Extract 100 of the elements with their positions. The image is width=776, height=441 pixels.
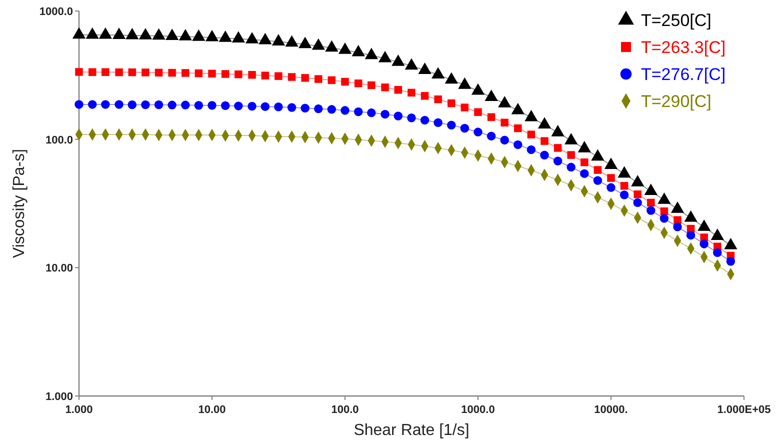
point bbox=[686, 230, 696, 240]
point bbox=[408, 88, 416, 97]
y-tick-label: 10.00 bbox=[45, 262, 73, 275]
point bbox=[673, 222, 682, 232]
point bbox=[301, 74, 309, 82]
point bbox=[620, 182, 628, 190]
point bbox=[128, 100, 137, 110]
point bbox=[128, 68, 136, 76]
point bbox=[593, 176, 602, 185]
point bbox=[700, 240, 708, 248]
legend-label: T=290[C] bbox=[641, 92, 712, 111]
point bbox=[234, 70, 242, 78]
x-tick-label: 10.00 bbox=[198, 404, 226, 416]
point bbox=[154, 68, 163, 76]
point bbox=[300, 104, 310, 113]
point bbox=[354, 107, 363, 116]
point bbox=[314, 104, 323, 114]
point bbox=[328, 76, 336, 84]
point bbox=[341, 78, 349, 86]
point bbox=[660, 214, 669, 223]
point bbox=[487, 113, 496, 121]
point bbox=[168, 68, 176, 77]
point bbox=[580, 169, 589, 178]
y-tick-label: 100.0 bbox=[45, 134, 73, 146]
point bbox=[154, 100, 164, 110]
point bbox=[514, 140, 522, 150]
point bbox=[340, 106, 350, 115]
point bbox=[527, 130, 536, 138]
point bbox=[607, 174, 615, 182]
point bbox=[486, 132, 496, 140]
point bbox=[474, 108, 482, 116]
point bbox=[500, 118, 508, 126]
legend-label: T=263.3[C] bbox=[641, 38, 726, 57]
point bbox=[115, 68, 123, 76]
point bbox=[288, 73, 296, 81]
point bbox=[394, 86, 402, 94]
point bbox=[420, 92, 429, 100]
point bbox=[514, 124, 522, 132]
point bbox=[274, 72, 282, 80]
point bbox=[234, 102, 243, 110]
point bbox=[260, 102, 270, 111]
point bbox=[102, 68, 110, 76]
point bbox=[208, 70, 216, 78]
point bbox=[713, 248, 722, 257]
point bbox=[287, 103, 296, 112]
point bbox=[407, 114, 416, 122]
legend-label: T=276.7[C] bbox=[641, 65, 726, 84]
point bbox=[726, 256, 736, 266]
point bbox=[327, 105, 336, 114]
x-tick-label: 1.000E+05 bbox=[717, 404, 771, 416]
point bbox=[380, 110, 390, 119]
point bbox=[448, 99, 456, 108]
point bbox=[141, 100, 150, 110]
point bbox=[540, 150, 549, 160]
point bbox=[566, 162, 576, 172]
x-tick-label: 10000. bbox=[594, 404, 628, 416]
x-tick-label: 100.0 bbox=[331, 404, 359, 416]
point bbox=[181, 100, 190, 110]
x-tick-label: 1.000 bbox=[65, 404, 93, 416]
point bbox=[248, 70, 256, 79]
point bbox=[447, 120, 456, 130]
point bbox=[354, 79, 362, 88]
y-tick-label: 1000.0 bbox=[39, 6, 73, 18]
point bbox=[314, 75, 322, 83]
point bbox=[434, 95, 442, 104]
point bbox=[221, 70, 230, 78]
point bbox=[261, 72, 270, 80]
point bbox=[553, 156, 562, 166]
point bbox=[646, 206, 656, 215]
point bbox=[540, 137, 548, 145]
point bbox=[594, 166, 602, 174]
point bbox=[606, 183, 616, 192]
legend-label: T=250[C] bbox=[641, 11, 712, 30]
point bbox=[554, 144, 562, 152]
point bbox=[634, 190, 642, 198]
point bbox=[101, 100, 110, 109]
point bbox=[142, 68, 150, 76]
y-tick-label: 1.000 bbox=[45, 391, 73, 403]
point bbox=[620, 190, 629, 200]
y-axis-title: Viscosity [Pa-s] bbox=[11, 148, 28, 258]
point bbox=[168, 100, 176, 110]
point bbox=[647, 198, 655, 207]
point bbox=[460, 124, 470, 133]
point bbox=[74, 100, 84, 109]
point bbox=[194, 69, 203, 78]
point bbox=[434, 118, 442, 127]
point bbox=[194, 100, 204, 110]
point bbox=[182, 69, 190, 77]
point bbox=[420, 116, 430, 125]
point bbox=[114, 100, 124, 109]
point bbox=[500, 136, 509, 144]
x-axis-title: Shear Rate [1/s] bbox=[354, 422, 470, 439]
point bbox=[367, 108, 376, 118]
point bbox=[220, 101, 230, 110]
point bbox=[474, 128, 482, 136]
point bbox=[208, 100, 216, 110]
point bbox=[460, 104, 469, 112]
point bbox=[381, 84, 389, 92]
x-tick-label: 1000.0 bbox=[461, 404, 495, 416]
point bbox=[394, 112, 403, 120]
